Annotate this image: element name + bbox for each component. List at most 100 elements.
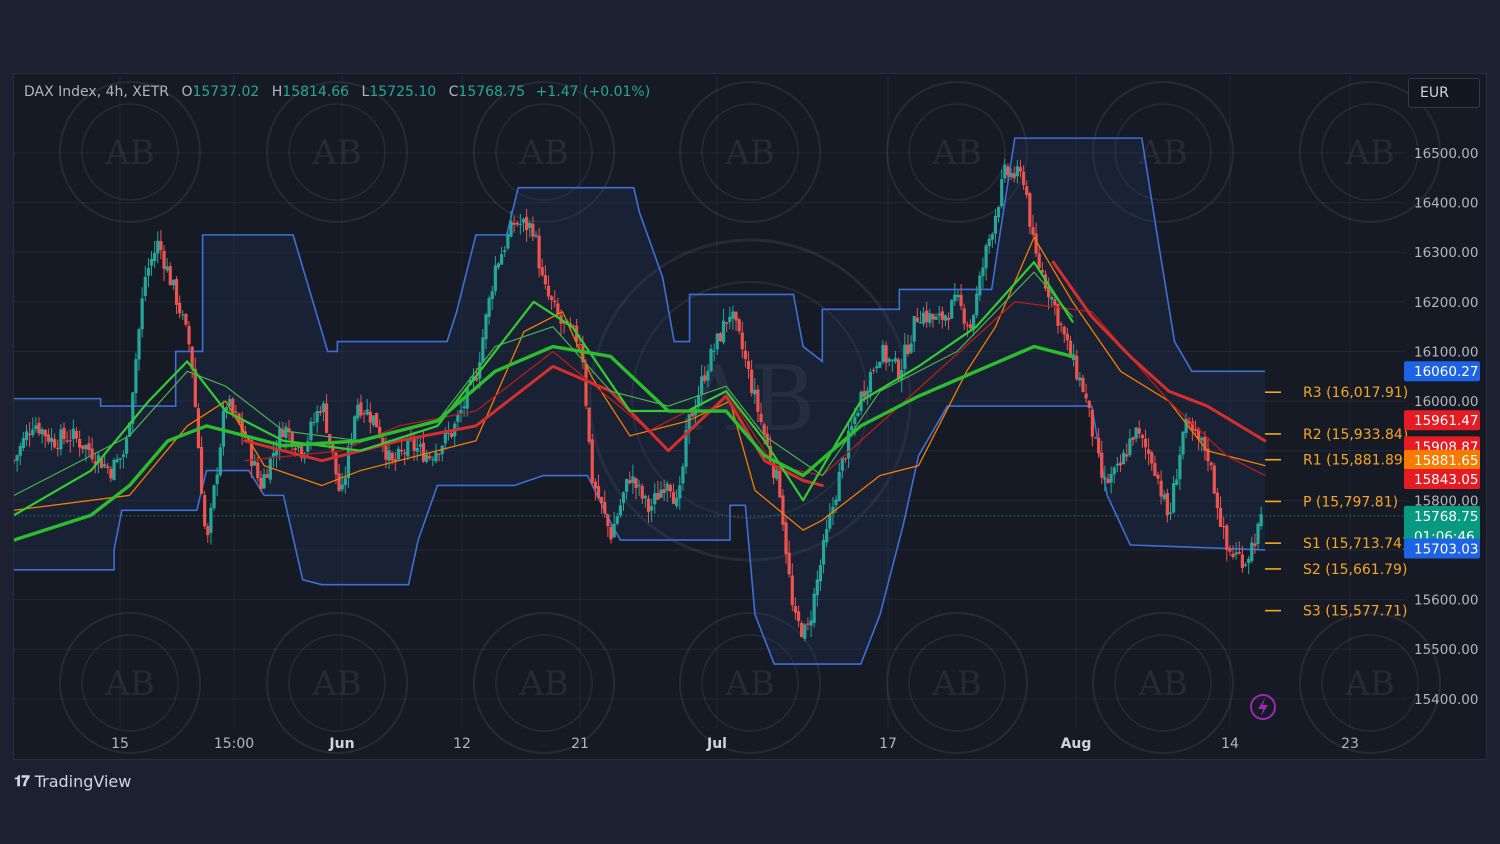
candle-body: [1047, 286, 1051, 298]
candle-body: [1206, 448, 1210, 462]
candle-body: [803, 624, 807, 639]
watermark-ring: [886, 612, 1028, 754]
candle: [668, 483, 672, 498]
change-value: +1.47 (+0.01%): [535, 84, 651, 100]
watermark-ring-inner: [81, 634, 179, 732]
lightning-icon[interactable]: [1250, 694, 1276, 720]
candle-body: [1156, 474, 1160, 479]
candle-body: [146, 267, 151, 276]
candle: [1128, 428, 1132, 457]
candle-body: [1040, 270, 1044, 273]
candle-body: [206, 526, 210, 536]
candle-body: [903, 344, 907, 369]
candle: [371, 415, 376, 428]
candle: [831, 497, 835, 526]
candle-body: [46, 434, 50, 442]
x-tick-label: 14: [1221, 736, 1239, 752]
candle: [1081, 374, 1085, 393]
candle: [725, 321, 729, 333]
symbol-title[interactable]: DAX Index, 4h, XETR: [24, 84, 169, 100]
currency-button[interactable]: EUR: [1408, 78, 1480, 108]
candle-body: [1006, 166, 1010, 176]
candle: [1003, 158, 1007, 183]
candle: [34, 416, 38, 433]
candle-body: [1115, 463, 1119, 466]
candle: [887, 357, 891, 367]
candle-body: [24, 431, 29, 440]
watermark-ring: [1299, 81, 1441, 223]
candle-body: [1015, 166, 1019, 177]
candle-body: [715, 333, 719, 350]
candle-body: [534, 234, 538, 237]
candle-body: [665, 483, 669, 491]
watermark-ring: [1299, 612, 1441, 754]
candle: [540, 258, 544, 277]
candle: [1165, 488, 1169, 523]
tradingview-brand[interactable]: 𝟏𝟕 TradingView: [14, 772, 131, 791]
watermark-mark: AB: [518, 664, 569, 704]
candle-body: [765, 433, 769, 445]
candle-body: [940, 311, 944, 320]
candle-body: [371, 415, 376, 425]
candle-body: [506, 234, 510, 249]
candle-body: [875, 366, 879, 369]
candle: [646, 495, 651, 523]
candle-body: [625, 478, 629, 492]
price-label-text: 15961.47: [1414, 413, 1478, 429]
candle-body: [868, 371, 873, 393]
candle: [953, 282, 957, 306]
candle-body: [1018, 167, 1023, 172]
channel-fill: [14, 138, 1265, 665]
x-axis: 15 15:00 Jun 12 21 Jul 17 Aug 14 23: [111, 736, 1359, 752]
candle: [1156, 471, 1160, 485]
candle-body: [606, 514, 610, 527]
candle: [209, 503, 213, 545]
x-tick-label: 23: [1341, 736, 1359, 752]
candle: [134, 352, 138, 405]
candle-body: [90, 448, 94, 460]
candle-body: [634, 478, 638, 488]
candle-body: [1122, 452, 1126, 465]
price-label-box: [1404, 468, 1480, 489]
candle-body: [1034, 233, 1038, 254]
candle-body: [590, 439, 594, 483]
candle: [803, 623, 807, 642]
candle-body: [406, 439, 410, 457]
candle: [324, 394, 329, 434]
candle: [643, 494, 647, 508]
candle: [299, 444, 304, 462]
candle: [356, 398, 360, 422]
candle: [15, 454, 19, 472]
candle: [912, 315, 916, 353]
candle-body: [925, 310, 929, 323]
candle: [806, 617, 810, 631]
candle-body: [109, 468, 113, 479]
candle-body: [418, 444, 422, 447]
candle: [981, 257, 985, 289]
candle: [259, 470, 263, 492]
candle: [818, 559, 823, 591]
candle-body: [975, 293, 979, 316]
candle: [881, 340, 885, 365]
candle-body: [834, 499, 838, 506]
candle-body: [1159, 480, 1163, 497]
candle-body: [381, 437, 385, 447]
candle-body: [825, 528, 829, 543]
candle-body: [321, 403, 326, 413]
candle: [925, 301, 929, 328]
candle-body: [331, 444, 335, 453]
candle: [484, 312, 488, 350]
candle-body: [456, 414, 460, 422]
candle: [1103, 465, 1107, 492]
watermark-ring-inner: [288, 103, 386, 201]
candle-body: [500, 254, 504, 265]
candle-body: [437, 453, 441, 455]
candle-body: [496, 263, 501, 268]
candle: [531, 216, 535, 241]
candle-body: [775, 469, 779, 479]
candle: [90, 437, 94, 463]
candle: [940, 306, 944, 329]
candle-body: [662, 489, 666, 493]
candle-body: [987, 238, 991, 247]
